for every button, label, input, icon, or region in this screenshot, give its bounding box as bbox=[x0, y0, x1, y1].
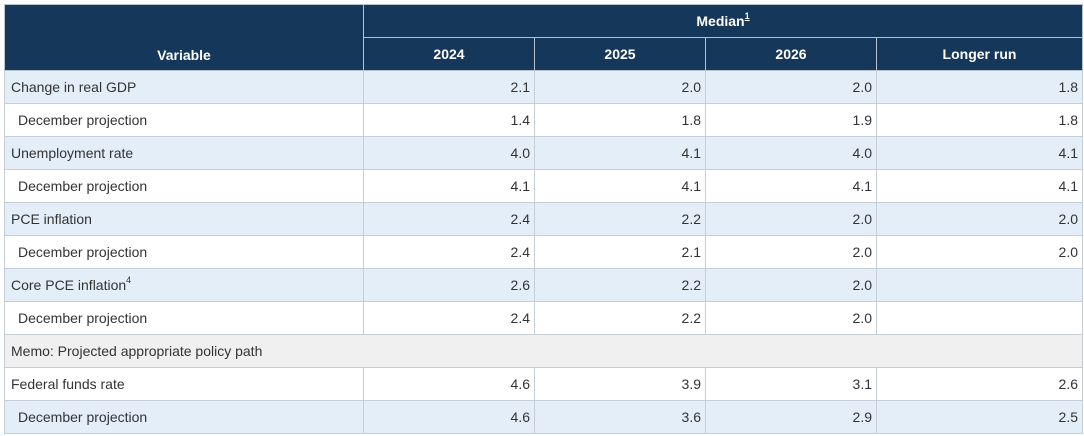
table-row: Unemployment rate 4.0 4.1 4.0 4.1 bbox=[4, 136, 1083, 170]
row-label: December projection bbox=[4, 301, 364, 335]
cell-value: 2.6 bbox=[876, 367, 1083, 401]
row-label: Core PCE inflation bbox=[11, 277, 127, 293]
row-label: December projection bbox=[4, 235, 364, 269]
row-label: Unemployment rate bbox=[4, 136, 364, 170]
cell-value: 2.6 bbox=[363, 268, 535, 302]
table-row: December projection 4.1 4.1 4.1 4.1 bbox=[4, 169, 1083, 203]
row-label: Federal funds rate bbox=[4, 367, 364, 401]
row-label: December projection bbox=[4, 103, 364, 137]
memo-label: Memo: Projected appropriate policy path bbox=[4, 334, 1083, 368]
cell-value: 1.9 bbox=[705, 103, 877, 137]
table-row: December projection 4.6 3.6 2.9 2.5 bbox=[4, 400, 1083, 434]
table-row: Core PCE inflation4 2.6 2.2 2.0 bbox=[4, 268, 1083, 302]
table-row: Federal funds rate 4.6 3.9 3.1 2.6 bbox=[4, 367, 1083, 401]
table-row: December projection 2.4 2.1 2.0 2.0 bbox=[4, 235, 1083, 269]
cell-value: 4.6 bbox=[363, 400, 535, 434]
row-label: December projection bbox=[4, 169, 364, 203]
cell-value: 2.2 bbox=[534, 301, 706, 335]
cell-value: 2.4 bbox=[363, 202, 535, 236]
cell-value: 2.4 bbox=[363, 301, 535, 335]
table-row: December projection 1.4 1.8 1.9 1.8 bbox=[4, 103, 1083, 137]
cell-value bbox=[876, 268, 1083, 302]
cell-value: 2.1 bbox=[363, 70, 535, 104]
median-footnote-link[interactable]: 1 bbox=[744, 11, 750, 21]
cell-value: 1.8 bbox=[876, 70, 1083, 104]
cell-value bbox=[876, 301, 1083, 335]
row-label: Change in real GDP bbox=[4, 70, 364, 104]
cell-value: 2.0 bbox=[705, 70, 877, 104]
cell-value: 4.1 bbox=[705, 169, 877, 203]
cell-value: 4.1 bbox=[534, 136, 706, 170]
header-longer-run: Longer run bbox=[876, 37, 1083, 71]
core-pce-footnote-link[interactable]: 4 bbox=[126, 275, 132, 285]
row-label-cell: Core PCE inflation4 bbox=[4, 268, 364, 302]
row-label: December projection bbox=[4, 400, 364, 434]
row-label: PCE inflation bbox=[4, 202, 364, 236]
cell-value: 3.9 bbox=[534, 367, 706, 401]
header-year-2024: 2024 bbox=[363, 37, 535, 71]
cell-value: 1.8 bbox=[534, 103, 706, 137]
cell-value: 4.1 bbox=[876, 136, 1083, 170]
cell-value: 2.0 bbox=[705, 235, 877, 269]
table-row: Change in real GDP 2.1 2.0 2.0 1.8 bbox=[4, 70, 1083, 104]
cell-value: 2.9 bbox=[705, 400, 877, 434]
cell-value: 2.1 bbox=[534, 235, 706, 269]
header-median-label: Median bbox=[696, 13, 745, 29]
table-row: PCE inflation 2.4 2.2 2.0 2.0 bbox=[4, 202, 1083, 236]
cell-value: 4.1 bbox=[876, 169, 1083, 203]
cell-value: 2.2 bbox=[534, 268, 706, 302]
cell-value: 2.4 bbox=[363, 235, 535, 269]
header-variable: Variable bbox=[4, 4, 364, 71]
header-median: Median1 bbox=[363, 4, 1083, 38]
table-row: December projection 2.4 2.2 2.0 bbox=[4, 301, 1083, 335]
cell-value: 2.0 bbox=[876, 202, 1083, 236]
header-year-2026: 2026 bbox=[705, 37, 877, 71]
cell-value: 2.0 bbox=[705, 268, 877, 302]
cell-value: 4.0 bbox=[705, 136, 877, 170]
cell-value: 2.0 bbox=[705, 301, 877, 335]
cell-value: 4.0 bbox=[363, 136, 535, 170]
cell-value: 2.5 bbox=[876, 400, 1083, 434]
cell-value: 2.2 bbox=[534, 202, 706, 236]
cell-value: 3.6 bbox=[534, 400, 706, 434]
cell-value: 4.6 bbox=[363, 367, 535, 401]
cell-value: 1.4 bbox=[363, 103, 535, 137]
cell-value: 3.1 bbox=[705, 367, 877, 401]
cell-value: 4.1 bbox=[363, 169, 535, 203]
header-variable-label: Variable bbox=[157, 47, 211, 63]
header-year-2025: 2025 bbox=[534, 37, 706, 71]
cell-value: 2.0 bbox=[534, 70, 706, 104]
memo-row: Memo: Projected appropriate policy path bbox=[4, 334, 1083, 368]
cell-value: 4.1 bbox=[534, 169, 706, 203]
cell-value: 2.0 bbox=[876, 235, 1083, 269]
cell-value: 1.8 bbox=[876, 103, 1083, 137]
cell-value: 2.0 bbox=[705, 202, 877, 236]
projections-table: Variable Median1 2024 2025 2026 Longer r… bbox=[4, 4, 1083, 434]
